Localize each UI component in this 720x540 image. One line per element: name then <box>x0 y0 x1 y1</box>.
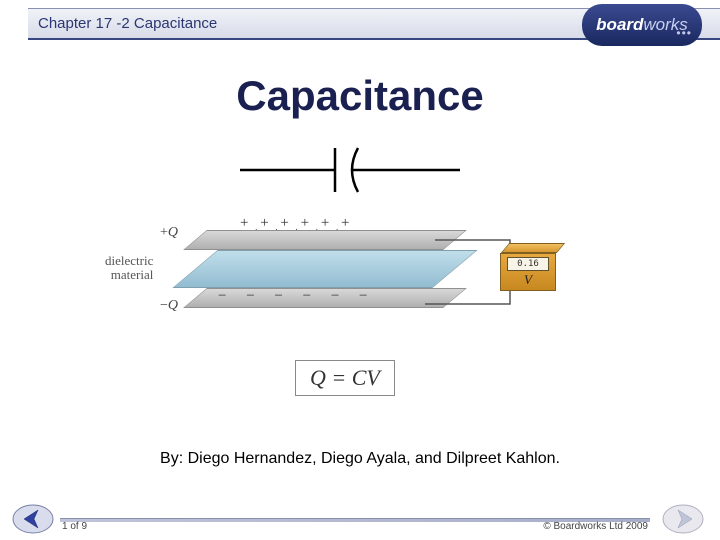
meter-front-face: 0.16 V <box>500 253 556 291</box>
logo-text: boardworks <box>596 15 688 35</box>
charge-label-negative: −Q <box>160 298 178 314</box>
voltmeter: 0.16 V <box>500 243 556 291</box>
negative-charges: − − − − − − <box>218 288 376 305</box>
meter-unit: V <box>524 272 532 288</box>
formula: Q = CV <box>295 360 395 396</box>
charge-label-positive: +Q <box>160 225 178 241</box>
nav-back-button[interactable] <box>12 504 54 534</box>
dielectric-line2: material <box>111 267 154 282</box>
capacitor-symbol-icon <box>240 140 460 200</box>
capacitor-diagram: + + + + + + + + + + + +Q dielectric mate… <box>140 140 580 420</box>
copyright-text: © Boardworks Ltd 2009 <box>543 521 648 532</box>
meter-top-face <box>501 243 565 253</box>
dielectric-line1: dielectric <box>105 253 153 268</box>
logo-bold: board <box>596 15 643 34</box>
brand-logo: boardworks ••• <box>582 4 702 46</box>
page-indicator: 1 of 9 <box>62 521 87 532</box>
arrow-left-icon <box>12 504 54 534</box>
authors-line: By: Diego Hernandez, Diego Ayala, and Di… <box>0 450 720 468</box>
nav-forward-button[interactable] <box>662 504 704 534</box>
logo-dots-icon: ••• <box>676 26 692 40</box>
chapter-title: Chapter 17 -2 Capacitance <box>38 15 217 32</box>
page-title: Capacitance <box>0 72 720 120</box>
dielectric-label: dielectric material <box>105 254 153 282</box>
arrow-right-icon <box>662 504 704 534</box>
meter-reading: 0.16 <box>507 257 549 271</box>
